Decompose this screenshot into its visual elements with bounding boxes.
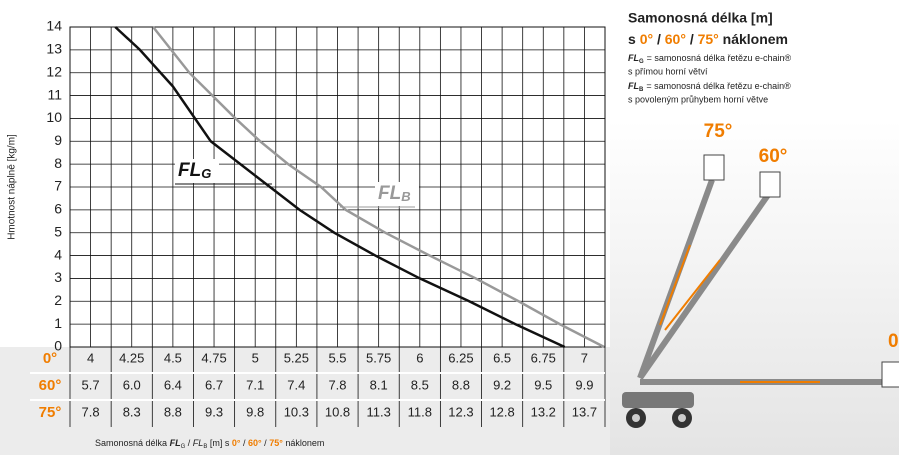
- caption-term: FL: [170, 438, 181, 448]
- table-cell: 10.8: [325, 404, 350, 419]
- x-tick-label: 4.75: [201, 350, 226, 365]
- subtitle-separator: /: [657, 31, 661, 47]
- panel-subtitle: s 0° / 60° / 75° náklonem: [628, 31, 788, 47]
- y-tick-label: 8: [54, 155, 62, 171]
- y-tick-label: 4: [54, 246, 62, 262]
- caption-suffix: náklonem: [285, 438, 324, 448]
- table-cell: 8.5: [411, 377, 429, 392]
- definition-line2: s povoleným průhybem horní větve: [628, 94, 768, 104]
- table-cell: 12.8: [489, 404, 514, 419]
- table-cell: 7.8: [328, 377, 346, 392]
- table-cell: 13.7: [572, 404, 597, 419]
- caption-separator: /: [243, 438, 246, 448]
- caption-prefix: Samonosná délka: [95, 438, 167, 448]
- y-tick-label: 9: [54, 132, 62, 148]
- table-cell: 9.9: [575, 377, 593, 392]
- table-cell: 9.5: [534, 377, 552, 392]
- x-tick-label: 6: [416, 350, 423, 365]
- table-cell: 8.3: [123, 404, 141, 419]
- x-tick-label: 6.25: [448, 350, 473, 365]
- x-tick-label: 5: [252, 350, 259, 365]
- x-tick-label: 4: [87, 350, 94, 365]
- table-cell: 6.4: [164, 377, 182, 392]
- y-axis-label: Hmotnost náplně [kg/m]: [7, 134, 18, 240]
- subtitle-angle: 60°: [665, 31, 686, 47]
- table-cell: 11.8: [408, 404, 432, 419]
- row-label: 75°: [39, 404, 62, 421]
- x-tick-label: 5.5: [328, 350, 346, 365]
- subtitle-angle: 75°: [698, 31, 719, 47]
- caption-term-sub: G: [181, 444, 186, 450]
- angle-label-0: 0°: [888, 331, 899, 352]
- table-cell: 13.2: [531, 404, 556, 419]
- x-tick-label: 7: [581, 350, 588, 365]
- y-tick-label: 5: [54, 223, 62, 239]
- table-cell: 9.8: [246, 404, 264, 419]
- y-tick-label: 10: [46, 109, 62, 125]
- y-tick-label: 11: [47, 86, 62, 102]
- y-tick-label: 6: [54, 201, 62, 217]
- series-label-sub: B: [401, 189, 410, 204]
- y-tick-label: 12: [46, 63, 62, 79]
- series-label-sub: G: [201, 166, 211, 181]
- x-tick-label: 6.75: [531, 350, 556, 365]
- caption-angle: 0°: [232, 438, 241, 448]
- y-tick-label: 3: [54, 269, 62, 285]
- x-tick-label: 6.5: [493, 350, 511, 365]
- table-cell: 6.0: [123, 377, 141, 392]
- table-cell: 8.8: [164, 404, 182, 419]
- x-tick-label: 5.25: [284, 350, 309, 365]
- x-tick-label: 5.75: [366, 350, 391, 365]
- row-label: 60°: [39, 377, 62, 394]
- definition-text: = samonosná délka řetězu e-chain®: [646, 81, 791, 91]
- table-cell: 12.3: [448, 404, 473, 419]
- subtitle-prefix: s: [628, 31, 636, 47]
- angle-label-75: 75°: [704, 121, 733, 142]
- definition-term: FL: [628, 81, 639, 91]
- row-label: 0°: [43, 350, 57, 367]
- series-label-name: FL: [178, 160, 201, 181]
- definition: FLB= samonosná délka řetězu e-chain®: [628, 81, 791, 92]
- table-cell: 8.8: [452, 377, 470, 392]
- panel-title: Samonosná délka [m]: [628, 10, 773, 26]
- definition-term-sub: B: [639, 87, 644, 93]
- table-cell: 7.4: [287, 377, 305, 392]
- definition-term: FL: [628, 53, 639, 63]
- table-cell: 5.7: [82, 377, 100, 392]
- subtitle-separator: /: [690, 31, 694, 47]
- table-cell: 9.2: [493, 377, 511, 392]
- table-cell: 10.3: [284, 404, 309, 419]
- y-tick-label: 2: [54, 292, 62, 308]
- table-cell: 8.1: [370, 377, 388, 392]
- caption-angle: 75°: [269, 438, 283, 448]
- caption-term-sub: B: [203, 444, 207, 450]
- x-tick-label: 4.25: [119, 350, 144, 365]
- chart: Hmotnost náplně [kg/m]012345678910111213…: [0, 0, 899, 455]
- definition-line2: s přímou horní větví: [628, 66, 708, 76]
- y-tick-label: 7: [54, 178, 62, 194]
- table-cell: 7.8: [82, 404, 100, 419]
- caption-unit: [m] s: [210, 438, 230, 448]
- table-cell: 11.3: [366, 404, 390, 419]
- caption-separator: /: [264, 438, 267, 448]
- subtitle-suffix: náklonem: [723, 31, 788, 47]
- table-cell: 6.7: [205, 377, 223, 392]
- definition: FLG= samonosná délka řetězu e-chain®: [628, 53, 792, 64]
- definition-text: = samonosná délka řetězu e-chain®: [647, 53, 792, 63]
- y-tick-label: 13: [46, 41, 62, 57]
- table-cell: 9.3: [205, 404, 223, 419]
- y-tick-label: 1: [54, 315, 62, 331]
- angle-label-60: 60°: [759, 146, 788, 167]
- caption-term: FL: [193, 438, 204, 448]
- x-tick-label: 4.5: [164, 350, 182, 365]
- subtitle-angle: 0°: [640, 31, 653, 47]
- table-cell: 7.1: [246, 377, 264, 392]
- y-tick-label: 14: [46, 18, 62, 34]
- caption-separator: /: [188, 438, 191, 448]
- caption-angle: 60°: [248, 438, 262, 448]
- series-label-name: FL: [378, 183, 401, 204]
- definition-term-sub: G: [639, 59, 644, 65]
